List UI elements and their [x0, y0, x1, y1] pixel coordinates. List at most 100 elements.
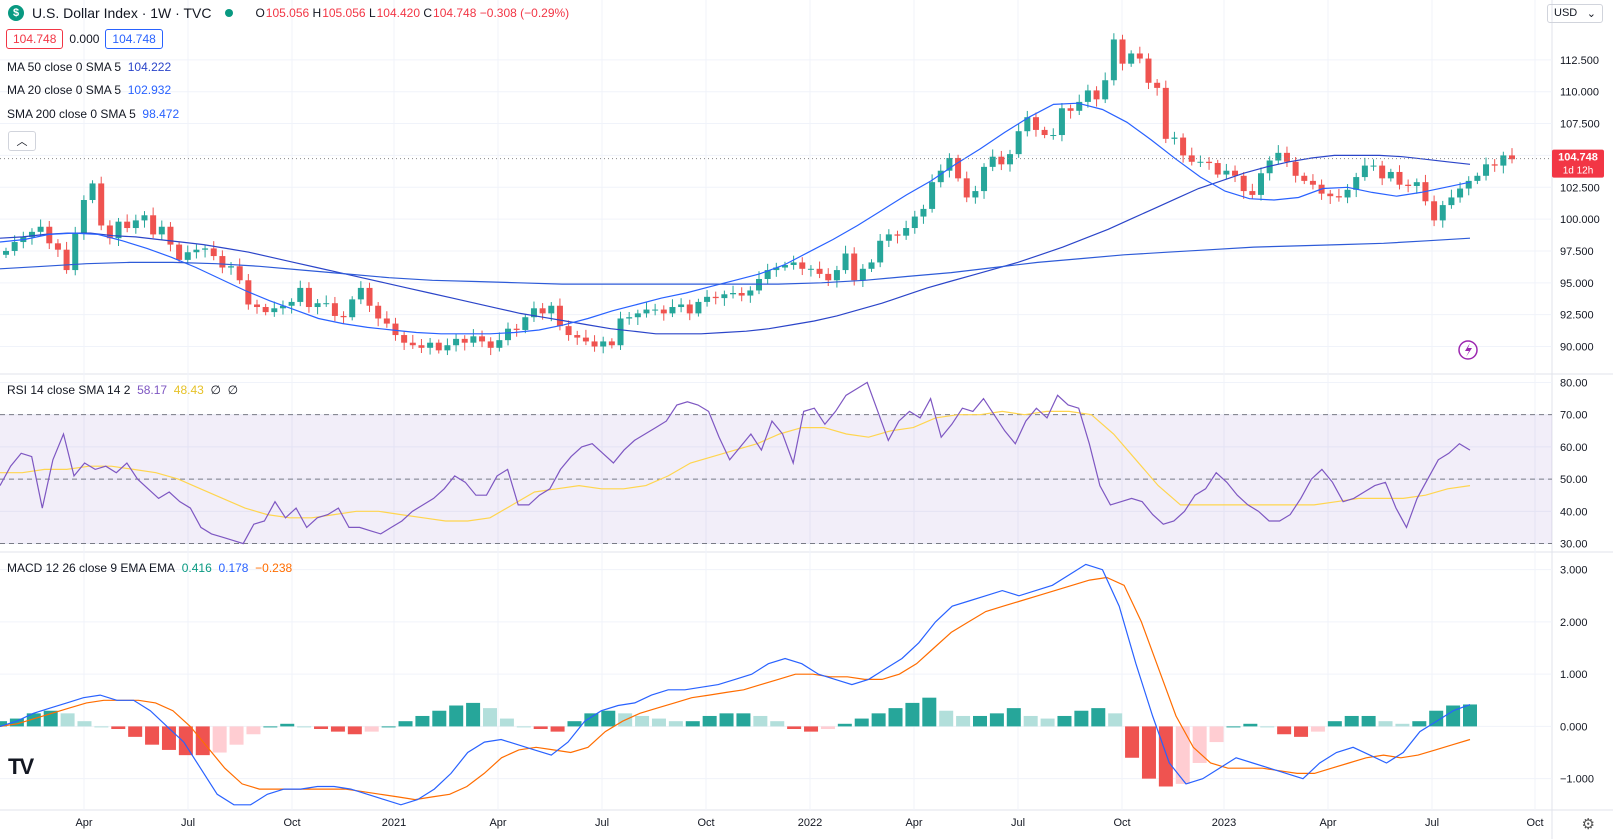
macd-histogram-bar: [449, 705, 464, 727]
tradingview-logo-icon[interactable]: TV: [8, 754, 34, 779]
dollar-logo-icon: $: [8, 5, 24, 21]
candle-body: [427, 342, 434, 348]
legend-ma20[interactable]: MA 20 close 0 SMA 5 102.932: [7, 83, 172, 97]
chevron-up-icon[interactable]: ︿: [8, 131, 36, 151]
candle-body: [556, 305, 563, 327]
macd-histogram-bar: [1158, 726, 1173, 787]
bid-box[interactable]: 104.748: [6, 29, 64, 49]
candle-body: [548, 305, 555, 314]
symbol-title[interactable]: U.S. Dollar Index · 1W · TVC: [32, 5, 212, 21]
y-tick-label: 1.000: [1560, 669, 1588, 681]
candle-body: [1136, 53, 1143, 59]
macd-histogram-bar: [415, 715, 430, 727]
rsi-line: [0, 381, 1471, 545]
candle-body: [210, 248, 217, 257]
macd-histogram-bar: [1463, 704, 1477, 727]
candle-body: [1110, 39, 1117, 81]
candle-body: [72, 233, 79, 271]
candle-body: [89, 183, 96, 200]
candle-body: [383, 318, 390, 324]
candle-body: [799, 262, 806, 269]
candle-body: [756, 278, 762, 291]
candle-body: [349, 299, 356, 318]
market-open-dot-icon: [225, 9, 234, 17]
candle-body: [1327, 193, 1334, 197]
macd-histogram-bar: [854, 718, 869, 727]
x-tick-label: Jul: [595, 817, 609, 829]
macd-histogram-bar: [905, 702, 920, 727]
candle-body: [11, 242, 18, 251]
macd-histogram-bar: [651, 718, 666, 727]
candle-body: [1491, 164, 1498, 166]
candle-body: [773, 267, 780, 271]
macd-histogram-bar: [60, 713, 75, 727]
candle-body: [1413, 182, 1420, 186]
candle-body: [747, 290, 754, 296]
candle-body: [565, 326, 572, 336]
candle-body: [1448, 197, 1455, 206]
candle-body: [1431, 201, 1438, 221]
candle-body: [262, 307, 269, 313]
y-tick-label: 0.000: [1560, 721, 1588, 733]
candles-group: [3, 33, 1515, 356]
candle-body: [254, 304, 260, 308]
macd-histogram-bar: [314, 726, 329, 730]
candle-body: [375, 305, 382, 319]
macd-histogram-bar: [1192, 726, 1207, 763]
macd-histogram-group: [0, 697, 1477, 787]
candle-body: [1084, 90, 1091, 102]
candle-body: [141, 215, 148, 221]
candle-body: [63, 249, 70, 271]
candle-body: [1309, 180, 1316, 185]
ask-box[interactable]: 104.748: [105, 29, 163, 49]
macd-histogram-bar: [989, 713, 1004, 727]
candle-body: [522, 317, 529, 330]
candle-body: [202, 248, 209, 250]
y-tick-label: 90.000: [1560, 342, 1594, 354]
gear-icon[interactable]: ⚙: [1581, 816, 1595, 833]
candle-body: [920, 208, 927, 217]
lightning-bolt: [1465, 343, 1472, 357]
price-tag-box: [1552, 149, 1604, 178]
candle-body: [678, 304, 685, 308]
macd-histogram-bar: [1125, 726, 1140, 758]
candle-body: [444, 345, 451, 351]
legend-macd[interactable]: MACD 12 26 close 9 EMA EMA 0.416 0.178 −…: [7, 561, 293, 575]
candle-body: [366, 287, 373, 306]
candle-body: [1102, 80, 1109, 100]
candle-body: [505, 328, 511, 341]
candle-body: [617, 318, 624, 346]
macd-histogram-bar: [280, 723, 295, 727]
legend-rsi[interactable]: RSI 14 close SMA 14 2 58.17 48.43 ∅ ∅: [7, 383, 239, 397]
candle-body: [219, 256, 226, 268]
candle-body: [98, 183, 105, 226]
candle-body: [1335, 196, 1342, 198]
macd-histogram-bar: [364, 726, 379, 732]
macd-histogram-bar: [1361, 715, 1376, 727]
y-tick-label: 2.000: [1560, 617, 1588, 629]
legend-ma50[interactable]: MA 50 close 0 SMA 5 104.222: [7, 60, 172, 74]
legend-sma200[interactable]: SMA 200 close 0 SMA 5 98.472: [7, 107, 180, 121]
macd-histogram-bar: [145, 726, 160, 745]
candle-body: [1509, 155, 1515, 160]
macd-histogram-bar: [128, 726, 143, 737]
currency-selector[interactable]: USD ⌄: [1547, 4, 1603, 23]
macd-histogram-bar: [871, 713, 886, 727]
candle-body: [340, 315, 347, 318]
macd-histogram-bar: [381, 726, 396, 728]
candle-body: [496, 340, 503, 348]
candle-body: [712, 296, 719, 299]
candle-body: [184, 252, 191, 260]
candle-body: [1162, 87, 1169, 139]
candle-body: [1266, 160, 1273, 174]
y-tick-label: 30.00: [1560, 539, 1588, 551]
candle-body: [1474, 175, 1481, 181]
rsi-sma-line: [0, 410, 1471, 522]
candle-body: [764, 270, 771, 279]
y-tick-label: 95.000: [1560, 278, 1594, 290]
x-tick-label: Oct: [1113, 817, 1130, 829]
candle-body: [409, 342, 416, 346]
candle-body: [1015, 131, 1022, 155]
